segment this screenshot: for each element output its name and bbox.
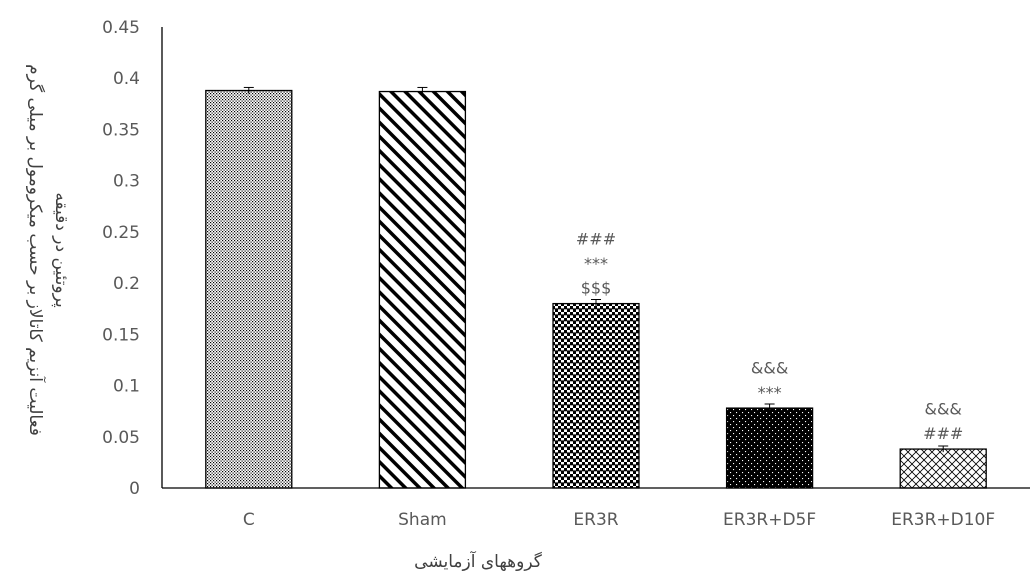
x-category-label: ER3R+D10F	[891, 510, 995, 530]
y-axis-title-line2: پروتئین در دقیقه	[51, 192, 71, 308]
x-category-label: ER3R+D5F	[723, 510, 816, 530]
y-tick-label: 0.2	[113, 274, 140, 294]
y-tick-label: 0.3	[113, 172, 140, 192]
x-category-labels: C Sham ER3R ER3R+D5F ER3R+D10F	[243, 510, 995, 530]
significance-label: &&&	[924, 400, 961, 419]
y-tick-label: 0.35	[102, 120, 140, 140]
x-category-label: ER3R	[573, 510, 618, 530]
bar-er3r-d5f	[725, 407, 814, 489]
significance-label: ###	[576, 230, 616, 249]
significance-label: &&&	[751, 359, 788, 378]
y-tick-label: 0.1	[113, 377, 140, 397]
bar-er3r	[552, 302, 640, 489]
significance-label: ***	[584, 254, 608, 273]
error-bars-layer	[243, 86, 949, 453]
significance-label: ###	[923, 424, 963, 443]
bar-sham	[378, 90, 467, 489]
significance-labels: ### *** $$$ &&& *** &&& ###	[576, 230, 963, 443]
y-tick-label: 0	[129, 479, 140, 499]
bar-er3r-d10f	[899, 448, 987, 489]
y-axis-title-line1: فعالیت آنزیم کاتالاز بر حسب میکرومول بر …	[25, 64, 47, 436]
y-tick-label: 0.45	[102, 18, 140, 38]
y-tick-labels: 0 0.05 0.1 0.15 0.2 0.25 0.3 0.35 0.4 0.45	[102, 18, 140, 499]
y-tick-label: 0.05	[102, 428, 140, 448]
significance-label: $$$	[581, 279, 612, 298]
x-category-label: Sham	[398, 510, 447, 530]
y-tick-label: 0.15	[102, 325, 140, 345]
x-category-label: C	[243, 510, 255, 530]
significance-label: ***	[758, 383, 782, 402]
x-axis-title: گروههای آزمایشی	[414, 550, 543, 572]
y-tick-label: 0.4	[113, 69, 140, 89]
y-tick-label: 0.25	[102, 223, 140, 243]
axes-layer	[161, 27, 1030, 489]
bar-c	[205, 89, 293, 489]
